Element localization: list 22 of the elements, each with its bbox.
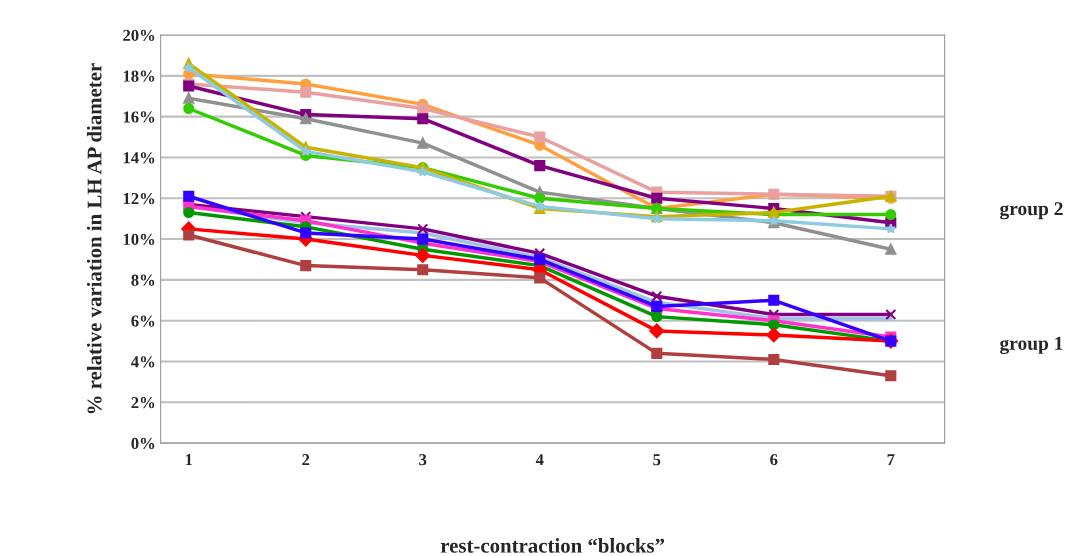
text: group 1 (1000, 336, 1063, 354)
y-tick-label: 16% (123, 111, 155, 123)
x-tick-label: 6 (770, 454, 778, 466)
y-tick-label: 4% (131, 356, 155, 368)
y-tick-label: 8% (131, 274, 155, 286)
text: group 2 (1000, 202, 1063, 220)
x-tick-label: 4 (535, 454, 544, 466)
x-tick-label: 1 (185, 454, 193, 466)
x-axis-title: rest-contraction “blocks” (440, 538, 665, 553)
y-tick-label: 6% (131, 315, 155, 327)
x-tick-label: 7 (887, 454, 895, 466)
y-tick-label: 2% (131, 397, 155, 409)
y-tick-label: 10% (123, 233, 155, 246)
x-tick-label: 3 (419, 454, 427, 466)
x-tick-label: 5 (653, 454, 661, 466)
x-tick-label: 2 (302, 454, 310, 466)
y-tick-label: 20% (123, 29, 155, 42)
y-tick-label: 14% (123, 152, 155, 164)
y-tick-label: 18% (123, 70, 155, 82)
y-tick-label: 12% (123, 192, 155, 205)
y-axis-title: % relative variation in LH AP diameter (86, 63, 102, 414)
y-tick-label: 0% (131, 437, 155, 450)
